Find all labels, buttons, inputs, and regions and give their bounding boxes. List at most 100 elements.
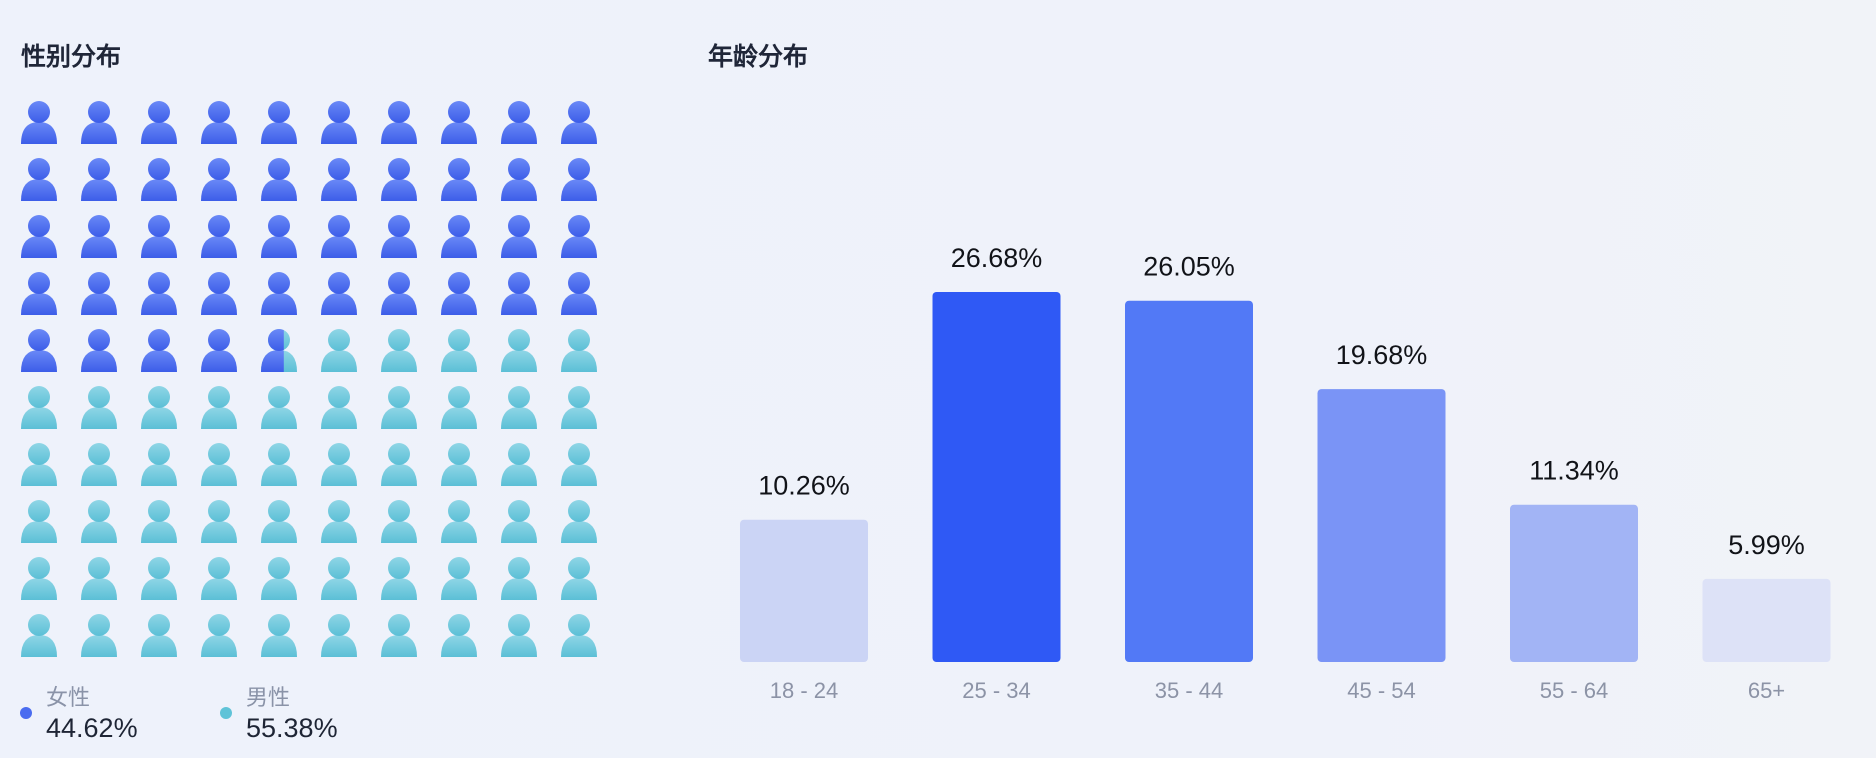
waffle-cell-person-icon	[321, 500, 357, 543]
bar-category-label: 18 - 24	[770, 678, 839, 703]
waffle-cell-person-icon	[201, 557, 237, 600]
waffle-cell-person-icon	[321, 557, 357, 600]
waffle-cell-person-icon	[501, 614, 537, 657]
bar-3	[1317, 389, 1446, 662]
waffle-cell-person-icon	[141, 443, 177, 486]
waffle-cell-person-icon	[81, 386, 117, 429]
waffle-cell-person-icon	[321, 158, 357, 201]
waffle-cell-person-icon	[81, 101, 117, 144]
waffle-cell-person-icon	[201, 443, 237, 486]
waffle-cell-person-icon	[561, 386, 597, 429]
waffle-cell-person-icon	[81, 614, 117, 657]
waffle-cell-person-icon	[261, 443, 297, 486]
waffle-cell-person-icon	[501, 101, 537, 144]
waffle-cell-person-icon	[381, 500, 417, 543]
waffle-cell-person-icon	[261, 215, 297, 258]
waffle-cell-person-icon	[561, 500, 597, 543]
bar-value-label: 11.34%	[1529, 456, 1619, 486]
bar-value-label: 19.68%	[1336, 340, 1428, 370]
waffle-cell-person-icon	[441, 158, 477, 201]
waffle-cell-person-icon	[381, 614, 417, 657]
waffle-cell-person-icon	[321, 101, 357, 144]
waffle-cell-person-icon	[201, 614, 237, 657]
waffle-cell-person-icon	[141, 158, 177, 201]
waffle-cell-person-icon	[501, 500, 537, 543]
waffle-cell-person-icon	[381, 329, 417, 372]
waffle-cell-person-icon	[381, 557, 417, 600]
waffle-cell-person-icon	[81, 215, 117, 258]
bar-value-label: 10.26%	[758, 471, 850, 501]
waffle-cell-person-icon	[141, 557, 177, 600]
waffle-cell-person-icon	[21, 329, 57, 372]
waffle-cell-person-icon	[201, 329, 237, 372]
bar-category-label: 35 - 44	[1155, 678, 1224, 703]
waffle-cell-person-icon	[261, 272, 297, 315]
waffle-cell-person-icon	[21, 386, 57, 429]
waffle-cell-person-icon	[561, 215, 597, 258]
waffle-cell-person-icon	[81, 272, 117, 315]
legend-male-label: 男性	[246, 686, 291, 711]
waffle-cell-person-icon	[381, 215, 417, 258]
waffle-cell-person-icon	[441, 614, 477, 657]
waffle-cell-person-icon	[201, 386, 237, 429]
waffle-cell-person-icon	[81, 329, 117, 372]
waffle-cell-person-icon	[21, 101, 57, 144]
waffle-cell-person-icon	[261, 614, 297, 657]
waffle-cell-person-icon	[81, 557, 117, 600]
waffle-cell-person-icon	[21, 158, 57, 201]
waffle-cell-person-icon	[261, 329, 297, 372]
waffle-cell-person-icon	[141, 386, 177, 429]
waffle-cell-person-icon	[321, 614, 357, 657]
bar-2	[1125, 300, 1253, 662]
waffle-cell-person-icon	[321, 272, 357, 315]
legend-male: 男性 55.38%	[220, 680, 400, 750]
gender-waffle-chart	[21, 101, 597, 657]
waffle-cell-person-icon	[261, 557, 297, 600]
waffle-cell-person-icon	[261, 386, 297, 429]
gender-chart-title: 性别分布	[21, 42, 122, 71]
bar-5	[1702, 578, 1831, 662]
waffle-cell-person-icon	[441, 386, 477, 429]
waffle-cell-person-icon	[561, 329, 597, 372]
waffle-cell-person-icon	[321, 443, 357, 486]
waffle-cell-person-icon	[21, 500, 57, 543]
waffle-cell-person-icon	[141, 329, 177, 372]
bar-category-label: 25 - 34	[962, 678, 1031, 703]
waffle-cell-person-icon	[441, 500, 477, 543]
waffle-cell-person-icon	[321, 329, 357, 372]
bar-value-label: 5.99%	[1728, 530, 1805, 560]
waffle-cell-person-icon	[261, 158, 297, 201]
waffle-cell-person-icon	[321, 215, 357, 258]
waffle-cell-person-icon	[381, 158, 417, 201]
bar-value-label: 26.68%	[951, 243, 1043, 273]
waffle-cell-person-icon	[501, 557, 537, 600]
waffle-cell-person-icon	[441, 272, 477, 315]
waffle-cell-person-icon	[21, 614, 57, 657]
bar-0	[740, 519, 868, 662]
waffle-cell-person-icon	[561, 272, 597, 315]
waffle-cell-person-icon	[561, 158, 597, 201]
waffle-cell-person-icon	[381, 272, 417, 315]
waffle-cell-person-icon	[321, 386, 357, 429]
waffle-cell-person-icon	[201, 215, 237, 258]
waffle-cell-person-icon	[141, 500, 177, 543]
bar-category-label: 55 - 64	[1540, 678, 1609, 703]
waffle-cell-person-icon	[381, 101, 417, 144]
waffle-cell-person-icon	[21, 215, 57, 258]
bar-1	[932, 292, 1061, 662]
waffle-cell-person-icon	[81, 443, 117, 486]
legend-female-label: 女性	[46, 686, 91, 711]
waffle-cell-person-icon	[441, 329, 477, 372]
waffle-cell-person-icon	[21, 272, 57, 315]
waffle-cell-person-icon	[21, 443, 57, 486]
waffle-cell-person-icon	[81, 158, 117, 201]
waffle-cell-person-icon	[141, 272, 177, 315]
waffle-cell-person-icon	[441, 101, 477, 144]
waffle-cell-person-icon	[381, 443, 417, 486]
waffle-cell-person-icon	[141, 215, 177, 258]
waffle-cell-person-icon	[81, 500, 117, 543]
waffle-cell-person-icon	[561, 101, 597, 144]
bar-category-label: 45 - 54	[1347, 678, 1416, 703]
legend-female: 女性 44.62%	[20, 680, 200, 750]
female-dot-icon	[20, 707, 32, 719]
